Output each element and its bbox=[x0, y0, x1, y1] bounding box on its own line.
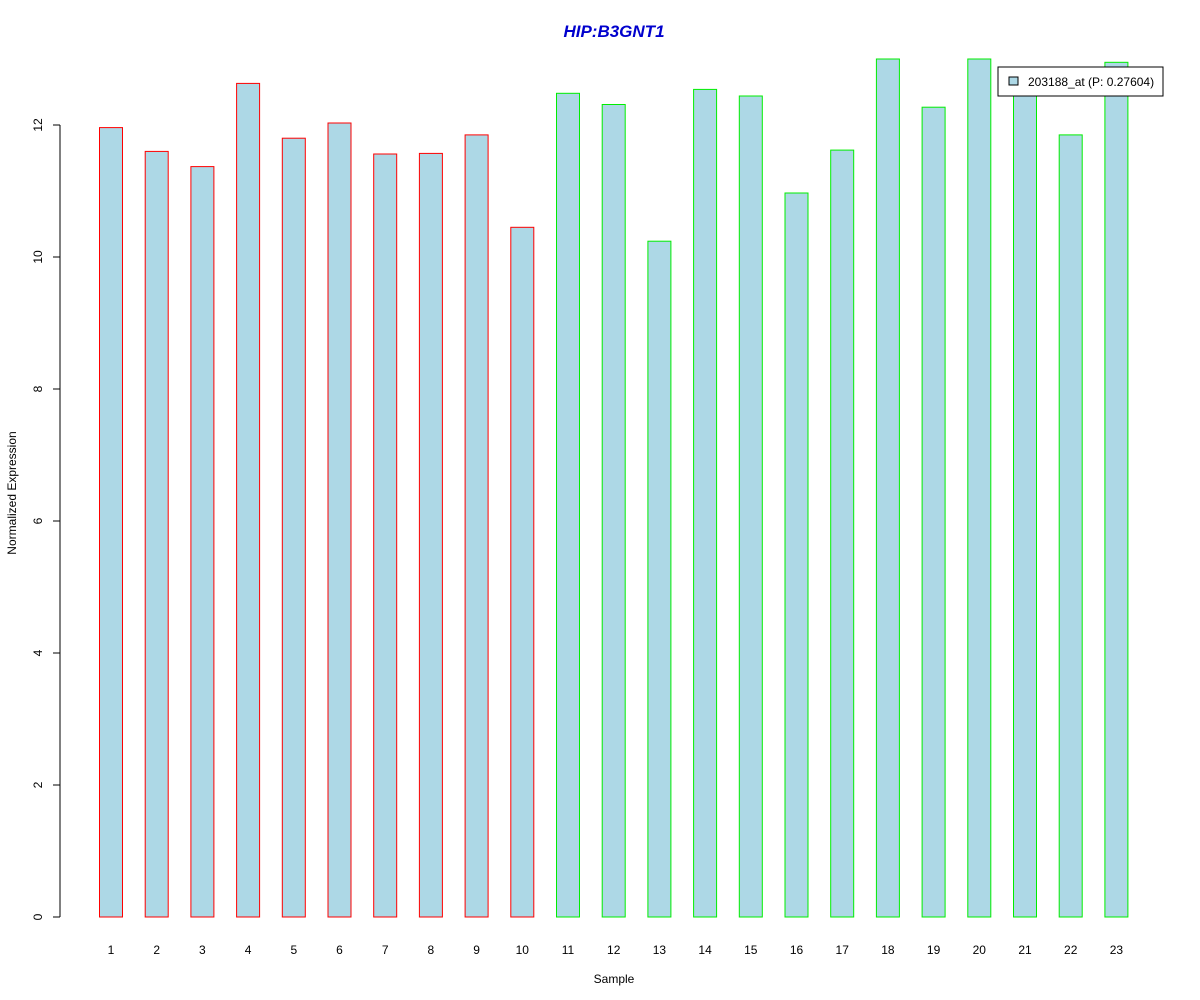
x-tick-label: 12 bbox=[607, 943, 621, 957]
y-tick-label: 12 bbox=[31, 118, 45, 132]
x-tick-label: 10 bbox=[516, 943, 530, 957]
y-tick-label: 2 bbox=[31, 781, 45, 788]
legend-swatch bbox=[1008, 76, 1019, 86]
x-tick-label: 1 bbox=[108, 943, 115, 957]
x-tick-label: 15 bbox=[744, 943, 758, 957]
bar-sample-4 bbox=[236, 82, 261, 918]
x-tick-label: 5 bbox=[290, 943, 297, 957]
legend-box bbox=[997, 66, 1164, 97]
x-tick-label: 3 bbox=[199, 943, 206, 957]
x-tick-label: 9 bbox=[473, 943, 480, 957]
bar-sample-6 bbox=[327, 122, 352, 918]
x-tick-label: 20 bbox=[973, 943, 987, 957]
bar-sample-18 bbox=[875, 58, 900, 918]
x-tick-label: 17 bbox=[836, 943, 850, 957]
x-tick-label: 11 bbox=[562, 943, 575, 957]
bar-sample-21 bbox=[1013, 84, 1037, 918]
x-tick-label: 4 bbox=[245, 943, 252, 957]
x-tick-label: 18 bbox=[881, 943, 895, 957]
x-tick-label: 8 bbox=[428, 943, 435, 957]
bar-sample-8 bbox=[418, 152, 443, 918]
bar-sample-7 bbox=[373, 153, 398, 918]
y-tick-label: 0 bbox=[31, 913, 45, 920]
x-tick-label: 2 bbox=[153, 943, 160, 957]
bar-sample-22 bbox=[1058, 134, 1083, 918]
chart-title: HIP:B3GNT1 bbox=[563, 22, 664, 41]
x-tick-label: 7 bbox=[382, 943, 389, 957]
y-tick-label: 4 bbox=[31, 649, 45, 656]
legend: 203188_at (P: 0.27604) bbox=[997, 66, 1164, 97]
bar-sample-3 bbox=[190, 166, 215, 918]
y-axis-label: Normalized Expression bbox=[5, 431, 19, 554]
x-tick-label: 22 bbox=[1064, 943, 1078, 957]
bar-sample-1 bbox=[99, 127, 123, 918]
bar-sample-11 bbox=[556, 92, 580, 918]
x-tick-labels: 1 2 3 4 5 6 7 8 9 10 11 12 13 14 15 16 17 18 19 20 21 22 23 bbox=[108, 943, 1124, 957]
bar-sample-13 bbox=[647, 240, 672, 918]
x-axis-label: Sample bbox=[594, 972, 635, 986]
bar-sample-10 bbox=[510, 226, 535, 918]
x-tick-label: 14 bbox=[698, 943, 712, 957]
legend-label: 203188_at (P: 0.27604) bbox=[1028, 75, 1154, 89]
y-tick-label: 6 bbox=[31, 517, 45, 524]
x-tick-label: 6 bbox=[336, 943, 343, 957]
y-tick-label: 10 bbox=[31, 250, 45, 264]
bar-sample-23 bbox=[1104, 61, 1129, 918]
x-tick-label: 13 bbox=[653, 943, 667, 957]
bar-sample-19 bbox=[921, 106, 946, 918]
x-tick-label: 23 bbox=[1110, 943, 1124, 957]
bars bbox=[99, 58, 1129, 918]
y-axis: 0 2 4 6 8 10 12 bbox=[31, 118, 61, 920]
y-tick-label: 8 bbox=[31, 385, 45, 392]
bar-sample-16 bbox=[784, 192, 809, 918]
bar-sample-2 bbox=[144, 150, 169, 918]
bar-sample-9 bbox=[464, 134, 489, 918]
x-tick-label: 19 bbox=[927, 943, 941, 957]
bar-sample-20 bbox=[967, 58, 992, 918]
bar-sample-12 bbox=[601, 104, 626, 918]
bar-sample-14 bbox=[693, 88, 718, 918]
bar-sample-5 bbox=[281, 137, 306, 918]
bar-sample-17 bbox=[830, 149, 855, 918]
x-tick-label: 21 bbox=[1018, 943, 1032, 957]
x-tick-label: 16 bbox=[790, 943, 804, 957]
bar-sample-15 bbox=[738, 95, 763, 918]
